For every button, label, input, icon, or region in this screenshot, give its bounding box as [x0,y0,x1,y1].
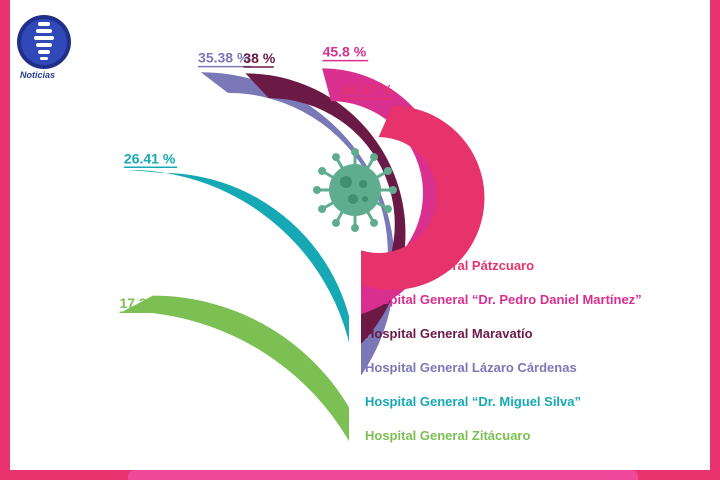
virus-spike-tip [318,205,327,213]
virus-spike-tip [389,186,397,194]
virus-spike-tip [332,153,340,162]
chart-legend: Hospital General Pátzcuaro Hospital Gener… [365,258,642,443]
virus-spike-tip [383,205,392,213]
legend-divider [349,246,361,456]
virus-spike-tip [318,167,327,175]
arc-hospital-general-maravatio [245,73,406,350]
value-label-hospital-general-maravatio: 38 % [243,50,275,66]
virus-spike-tip [370,218,378,227]
arc-hospital-general-zitacuaro [122,295,355,452]
legend-hospital-general-zitacuaro: Hospital General Zitácuaro [365,428,530,443]
chart-labels: 17.33 % 26.41 % 35.38 %38 % 45.8 % 56.67 % [119,44,394,313]
legend-hospital-general-lazaro-cardenas: Hospital General Lázaro Cárdenas [365,360,577,375]
arc-hospital-general-dr-miguel-silva [127,169,356,418]
value-label-hospital-general-zitacuaro: 17.33 % [120,295,172,311]
value-label-hospital-general-lazaro-cardenas: 35.38 % [198,50,250,66]
virus-spot [348,194,358,204]
chart-arcs [122,68,485,456]
virus-spike-tip [332,218,340,227]
virus-body [329,164,381,216]
value-label-hospital-general-dr-pedro-daniel-martinez: 45.8 % [323,44,367,60]
value-label-hospital-general-dr-miguel-silva: 26.41 % [124,150,176,166]
noticias-logo [17,15,71,69]
legend-hospital-general-dr-miguel-silva: Hospital General “Dr. Miguel Silva” [365,394,581,409]
virus-spike-tip [313,186,321,194]
virus-spot [359,180,367,188]
value-label-hospital-general-patzcuaro: 56.67 % [342,81,394,97]
virus-spot [362,196,368,202]
virus-spot [340,176,352,188]
logo-text: Noticias [20,70,56,80]
legend-hospital-general-dr-pedro-daniel-martinez: Hospital General “Dr. Pedro Daniel Martí… [365,292,642,307]
virus-icon [313,148,397,232]
arc-hospital-general-patzcuaro [355,105,485,290]
legend-hospital-general-maravatio: Hospital General Maravatío [365,326,533,341]
footer-strip [128,470,638,480]
legend-hospital-general-patzcuaro: Hospital General Pátzcuaro [365,258,534,273]
virus-spike-tip [351,148,359,156]
virus-spike-tip [351,224,359,232]
virus-spike-tip [370,153,378,162]
virus-spike-tip [383,167,392,175]
